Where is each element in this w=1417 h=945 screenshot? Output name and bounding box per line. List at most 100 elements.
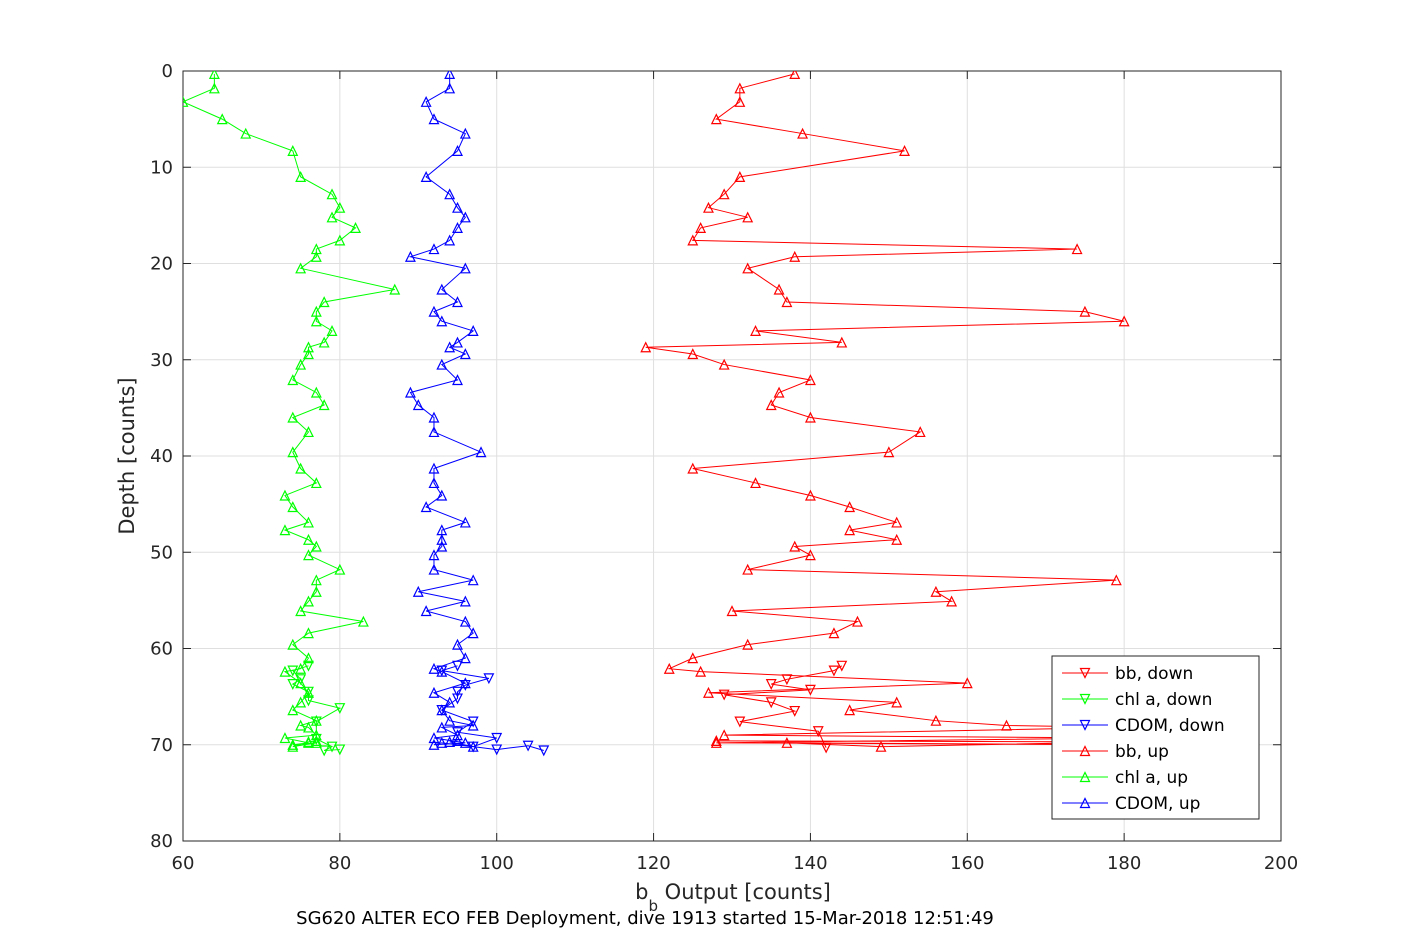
data-point <box>318 399 330 411</box>
data-point <box>914 426 926 438</box>
data-point <box>452 729 463 741</box>
data-point <box>852 615 863 627</box>
data-point <box>491 744 503 756</box>
data-point <box>326 325 338 336</box>
data-point <box>789 250 801 262</box>
data-point <box>303 736 314 747</box>
data-point <box>781 296 793 308</box>
data-point <box>303 627 314 639</box>
data-point <box>891 696 903 708</box>
data-point <box>930 585 942 597</box>
data-point <box>695 665 707 677</box>
data-point <box>444 736 456 747</box>
data-point <box>310 477 322 489</box>
legend-marker <box>1079 693 1091 705</box>
legend-entry: CDOM, up <box>1115 794 1200 814</box>
data-point <box>436 665 448 677</box>
data-point <box>765 679 777 690</box>
series-line <box>440 665 544 752</box>
data-point <box>718 689 730 701</box>
data-point <box>183 95 189 107</box>
data-point <box>428 686 440 698</box>
data-point <box>428 738 440 750</box>
data-point <box>836 660 848 672</box>
data-point <box>208 71 220 79</box>
data-point <box>334 234 346 246</box>
dive-caption: SG620 ALTER ECO FEB Deployment, dive 191… <box>296 908 994 929</box>
y-tick-label: 50 <box>150 542 173 563</box>
data-point <box>452 201 463 213</box>
data-point <box>961 677 973 689</box>
data-point <box>459 348 471 360</box>
data-point <box>899 145 911 156</box>
data-point <box>420 95 432 107</box>
x-axis-label-rest: Output [counts] <box>658 880 831 904</box>
data-point <box>475 446 487 458</box>
data-point <box>404 386 416 398</box>
data-point <box>240 127 252 139</box>
data-point <box>318 745 330 757</box>
data-point <box>742 262 754 274</box>
data-point <box>208 82 220 94</box>
data-point <box>444 696 456 708</box>
legend-entry: chl a, up <box>1115 768 1188 788</box>
data-point <box>428 426 440 438</box>
legend-entry: chl a, down <box>1115 690 1212 710</box>
data-point <box>467 325 479 336</box>
data-point <box>436 489 448 501</box>
data-point <box>452 660 463 672</box>
x-tick-label: 80 <box>328 853 351 874</box>
data-point <box>742 211 754 223</box>
legend-marker <box>1079 797 1091 809</box>
data-point <box>844 704 856 716</box>
data-point <box>389 283 401 295</box>
data-point <box>459 595 471 607</box>
data-point <box>781 674 793 686</box>
data-point <box>279 665 291 677</box>
data-point <box>444 714 456 726</box>
data-point <box>467 716 479 728</box>
data-point <box>436 540 448 552</box>
data-point <box>687 462 699 474</box>
data-point <box>295 662 307 674</box>
x-axis-label: bb Output [counts] <box>635 880 831 915</box>
data-point <box>703 201 714 213</box>
data-point <box>1079 305 1091 317</box>
series-cdom-up <box>404 71 487 752</box>
data-point <box>436 315 448 327</box>
series-line <box>645 73 1125 748</box>
data-point <box>326 188 338 200</box>
data-point <box>303 660 314 672</box>
data-point <box>287 446 299 458</box>
data-point <box>781 736 793 748</box>
data-point <box>663 662 675 674</box>
data-point <box>216 113 228 125</box>
data-point <box>946 595 958 607</box>
data-point <box>459 736 471 748</box>
data-point <box>295 358 307 370</box>
data-point <box>436 704 448 716</box>
data-point <box>467 627 479 639</box>
x-tick-label: 160 <box>950 853 984 874</box>
data-point <box>930 714 942 726</box>
data-point <box>303 652 314 664</box>
data-point <box>765 697 777 709</box>
y-tick-label: 0 <box>162 61 173 82</box>
data-point <box>687 348 699 360</box>
legend-marker <box>1079 771 1091 783</box>
data-point <box>303 549 314 561</box>
data-point <box>303 721 314 733</box>
data-point <box>334 744 346 756</box>
data-point <box>491 732 503 744</box>
data-point <box>295 677 307 689</box>
legend-entry: bb, down <box>1115 664 1193 684</box>
data-point <box>726 605 738 617</box>
data-point <box>804 489 816 501</box>
data-point <box>452 686 463 698</box>
data-point <box>804 374 816 386</box>
data-point <box>428 462 440 474</box>
data-point <box>350 222 362 233</box>
data-point <box>452 735 463 747</box>
data-point <box>804 684 816 696</box>
